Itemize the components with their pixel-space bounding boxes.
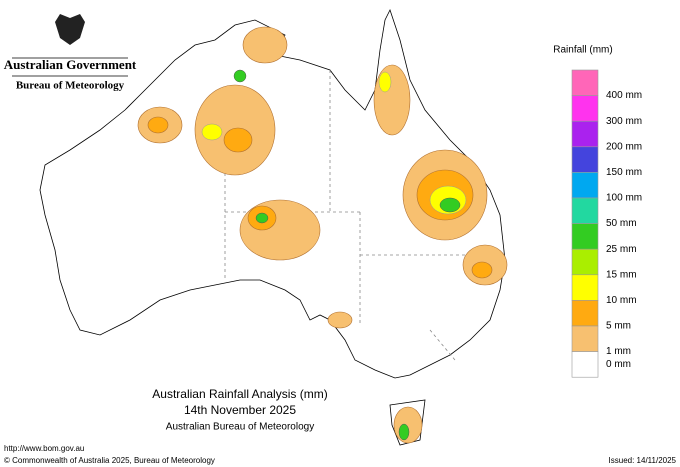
rain-area <box>239 199 321 261</box>
footer-copyright: © Commonwealth of Australia 2025, Bureau… <box>4 456 215 465</box>
rain-area <box>439 197 461 213</box>
footer-issued: Issued: 14/11/2025 <box>609 456 677 465</box>
rain-area <box>373 64 411 136</box>
legend-swatch <box>571 120 599 148</box>
rain-area <box>471 261 493 279</box>
rain-area <box>378 71 392 93</box>
rain-area <box>393 406 423 444</box>
legend-swatch <box>571 223 599 250</box>
rain-area <box>242 26 288 64</box>
rain-area <box>147 116 169 134</box>
legend-label: 100 mm <box>606 193 642 204</box>
rain-area <box>327 311 353 329</box>
rain-area <box>201 123 223 141</box>
emblem <box>55 14 85 45</box>
agency-name: Bureau of Meteorology <box>16 80 125 92</box>
legend-swatch <box>571 300 599 327</box>
rain-area <box>255 212 269 224</box>
legend-label: 150 mm <box>606 167 642 178</box>
legend-swatch <box>571 325 599 352</box>
legend-label: 50 mm <box>606 218 637 229</box>
rain-area <box>233 69 247 83</box>
legend-swatch <box>571 274 599 301</box>
legend-swatch <box>571 197 599 224</box>
legend-label: 25 mm <box>606 244 637 255</box>
legend-title: Rainfall (mm) <box>553 45 612 56</box>
legend-label: 5 mm <box>606 321 631 332</box>
government-name: Australian Government <box>4 57 137 72</box>
rain-area <box>398 423 410 441</box>
legend-label: 200 mm <box>606 141 642 152</box>
legend-label: 0 mm <box>606 359 631 370</box>
legend-swatch <box>571 95 599 122</box>
legend-label: 300 mm <box>606 116 642 127</box>
legend-swatch <box>571 351 599 378</box>
australia-map <box>39 8 508 446</box>
legend-label: 15 mm <box>606 269 637 280</box>
legend-swatch <box>571 248 599 276</box>
logo: Australian Government Bureau of Meteorol… <box>4 14 137 92</box>
legend-label: 10 mm <box>606 295 637 306</box>
map-title: Australian Rainfall Analysis (mm) <box>152 387 327 401</box>
map-source: Australian Bureau of Meteorology <box>166 422 314 433</box>
map-date: 14th November 2025 <box>184 403 296 417</box>
rainfall-areas <box>137 26 508 444</box>
legend: 400 mm 300 mm 200 mm 150 mm 100 mm 50 mm 25 mm… <box>571 69 642 378</box>
rain-area <box>223 127 253 153</box>
legend-swatch <box>571 172 599 199</box>
legend-swatch <box>571 69 599 96</box>
legend-swatch <box>571 146 599 173</box>
legend-label: 1 mm <box>606 346 631 357</box>
footer-url[interactable]: http://www.bom.gov.au <box>4 444 84 453</box>
legend-label: 400 mm <box>606 90 642 101</box>
